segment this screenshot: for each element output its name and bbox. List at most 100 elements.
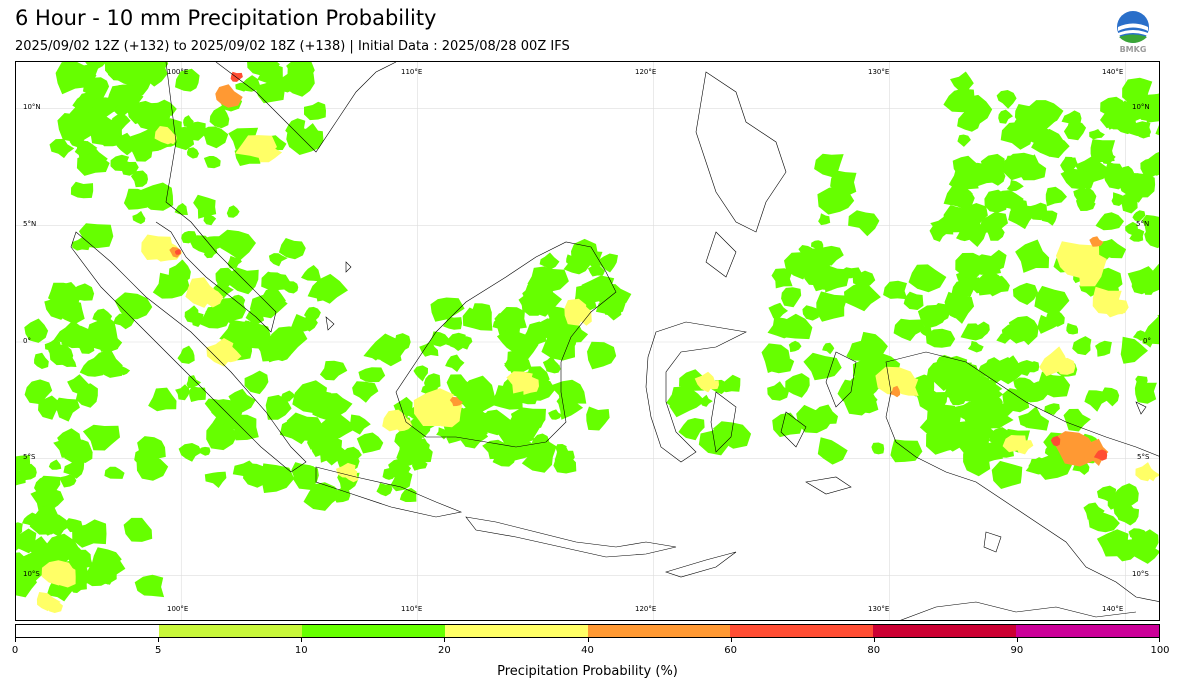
precip-cell-10 [316, 438, 346, 463]
precip-cell-10 [247, 62, 280, 76]
precip-cell-20 [166, 133, 177, 145]
colorbar-tick [730, 638, 732, 642]
precip-cell-10 [69, 135, 85, 148]
precip-cell-10 [943, 88, 975, 113]
precip-cell-10 [925, 328, 956, 348]
precip-cell-10 [837, 379, 864, 402]
precip-cell-10 [204, 471, 227, 488]
coast-indochina [215, 62, 397, 153]
precip-cell-60 [1050, 435, 1061, 447]
precip-cell-10 [113, 313, 135, 330]
precip-cell-10 [203, 156, 221, 169]
precip-cell-10 [1097, 485, 1117, 502]
lat-label-right-0: 0° [1143, 337, 1151, 345]
precip-cell-10 [217, 229, 256, 261]
colorbar-segment-80-90 [873, 625, 1017, 637]
precip-cell-10 [289, 128, 324, 155]
precip-cell-10 [278, 238, 306, 260]
colorbar-tick-label: 10 [294, 645, 308, 656]
colorbar-tick [1159, 638, 1160, 642]
precip-cell-10 [991, 460, 1023, 489]
precip-cell-10 [244, 370, 269, 395]
coastline-layer [70, 62, 1159, 620]
colorbar-tick-label: 80 [867, 645, 881, 656]
precip-cell-10 [803, 352, 842, 381]
precip-cell-10 [1044, 403, 1060, 415]
precip-cell-10 [24, 379, 53, 405]
precip-cell-10 [1045, 186, 1067, 207]
precip-cell-40 [449, 396, 463, 407]
precip-cell-10 [136, 456, 169, 481]
precip-cell-10 [319, 360, 348, 381]
precip-cell-10 [816, 291, 849, 322]
precip-cell-10 [30, 488, 64, 515]
colorbar-tick [1016, 638, 1018, 642]
precip-cell-10 [205, 303, 224, 327]
precip-cell-10 [376, 482, 393, 497]
precip-cell-10 [140, 182, 174, 211]
precip-cell-10 [1083, 502, 1105, 520]
precip-cell-10 [871, 442, 885, 455]
precip-cell-10 [599, 284, 632, 308]
precip-cell-10 [1131, 273, 1150, 295]
precip-cell-10 [785, 373, 810, 398]
precip-cell-10 [1132, 330, 1148, 341]
precip-cell-10 [1143, 93, 1159, 123]
precip-cell-10 [548, 409, 563, 420]
precip-cell-10 [950, 71, 974, 95]
lat-label-right-5s: 5°S [1137, 453, 1150, 461]
precip-cell-10 [955, 252, 986, 281]
precip-cell-10 [16, 455, 31, 471]
precip-cell-10 [963, 444, 991, 477]
precip-cell-10 [191, 312, 204, 327]
precip-cell-10 [137, 436, 166, 460]
logo-text: BMKG [1119, 45, 1147, 54]
precip-cell-10 [883, 280, 908, 300]
precip-cell-10 [768, 302, 788, 319]
precip-cell-10 [948, 393, 967, 406]
precip-cell-10 [318, 490, 330, 502]
precip-cell-10 [352, 381, 379, 403]
precip-cell-10 [713, 421, 752, 449]
precip-cell-10 [82, 77, 110, 101]
precip-cell-10 [771, 268, 793, 289]
precip-cell-10 [1134, 379, 1157, 404]
precip-cell-10 [492, 318, 509, 332]
precip-cell-10 [203, 236, 221, 250]
precip-cell-10 [1012, 282, 1039, 305]
colorbar-segment-10-20 [301, 625, 445, 637]
precip-cell-20 [894, 376, 919, 396]
precip-cell-10 [104, 62, 144, 81]
precip-cell-10 [70, 181, 94, 199]
colorbar-segment-20-40 [444, 625, 588, 637]
precip-cell-10 [1116, 507, 1140, 526]
precip-cell-10 [587, 341, 617, 370]
precip-cell-10 [209, 105, 230, 129]
precip-cell-10 [177, 345, 195, 364]
precip-cell-10 [459, 336, 473, 350]
lon-label-bottom-100: 100°E [167, 605, 189, 613]
precip-cell-10 [54, 397, 80, 422]
colorbar [15, 624, 1160, 638]
colorbar-tick [15, 638, 16, 642]
precip-cell-10 [268, 326, 308, 356]
precip-cell-10 [1063, 408, 1091, 432]
precip-cell-10 [1015, 239, 1050, 273]
precip-cell-10 [1135, 375, 1148, 386]
precip-cell-10 [961, 191, 973, 202]
precip-cell-10 [862, 334, 881, 346]
precip-cell-10 [1154, 319, 1159, 328]
precip-cell-10 [1008, 316, 1039, 346]
precip-cell-10 [73, 67, 97, 86]
precip-cell-10 [514, 388, 538, 405]
precip-cell-10 [129, 141, 153, 162]
coast-mainland-asia [155, 62, 277, 333]
precip-cell-10 [134, 574, 165, 598]
precip-cell-10 [82, 424, 120, 451]
precip-cell-10 [952, 276, 980, 298]
colorbar-tick [158, 638, 160, 642]
precip-cell-10 [175, 68, 200, 92]
precip-cell-10 [38, 395, 60, 420]
precip-cell-10 [399, 488, 417, 502]
precip-cell-10 [939, 359, 975, 384]
